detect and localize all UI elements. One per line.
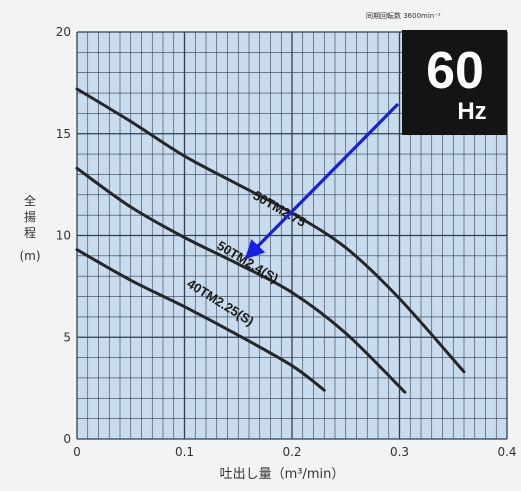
x-tick-label: 0.3 <box>390 445 409 459</box>
y-axis-label: 全 揚 程 (m) <box>19 193 40 263</box>
frequency-value: 60 <box>426 42 484 100</box>
frequency-unit: Hz <box>457 98 486 125</box>
x-tick-label: 0.1 <box>175 445 194 459</box>
x-tick-label: 0 <box>73 445 81 459</box>
curve-50tm2-75 <box>75 87 466 374</box>
y-tick-label: 5 <box>63 330 71 344</box>
curve-50tm2-4-s <box>75 166 407 394</box>
curve-40tm2-25-s <box>75 248 326 392</box>
y-axis-label-char-2: 揚 <box>24 210 36 224</box>
frequency-badge: 60 Hz <box>402 30 507 135</box>
x-tick-labels: 0 0.1 0.2 0.3 0.4 <box>73 445 516 459</box>
y-tick-label: 15 <box>56 127 71 141</box>
y-axis-label-char-3: 程 <box>24 225 36 240</box>
y-tick-label: 0 <box>63 432 71 446</box>
x-axis-label: 吐出し量（m³/min） <box>220 467 345 482</box>
y-tick-label: 20 <box>56 25 71 39</box>
x-tick-label: 0.2 <box>282 445 301 459</box>
grid-lines <box>76 31 508 440</box>
curves <box>75 87 466 394</box>
y-axis-label-unit: (m) <box>19 249 40 263</box>
y-tick-labels: 0 5 10 15 20 <box>56 25 71 446</box>
y-tick-label: 10 <box>56 229 71 243</box>
y-axis-label-char-1: 全 <box>24 193 36 208</box>
pointer-arrow <box>244 102 400 260</box>
x-tick-label: 0.4 <box>497 445 516 459</box>
speed-label: 同期回転数 3600min⁻¹ <box>366 11 441 20</box>
